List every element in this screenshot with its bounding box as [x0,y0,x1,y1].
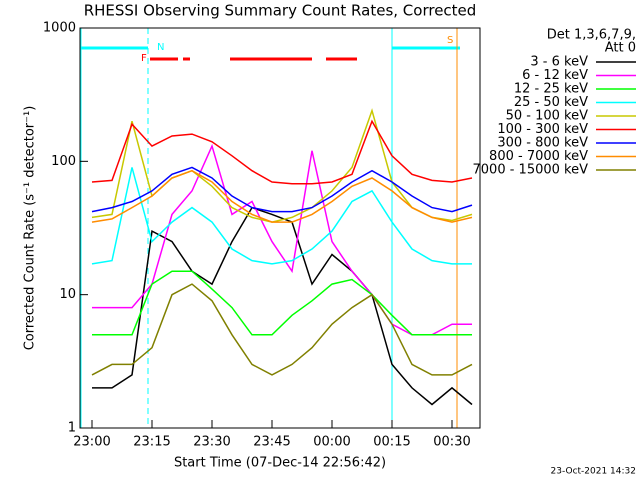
chart-title: RHESSI Observing Summary Count Rates, Co… [84,2,477,20]
series-line [91,169,473,223]
x-tick-label: 23:45 [253,435,290,450]
x-tick-label: 00:30 [433,435,470,450]
legend-title: Det 1,3,6,7,9, [547,28,636,43]
flag-f: F [141,53,147,64]
legend-label: 12 - 25 keV [514,82,588,97]
x-tick-label: 00:00 [313,435,350,450]
legend-label: 6 - 12 keV [522,68,588,83]
flag-s: S [447,35,453,46]
flag-n: N [157,42,164,53]
x-axis-label: Start Time (07-Dec-14 22:56:42) [174,456,386,471]
flag-bars [80,28,460,428]
series-line [91,166,473,213]
series-line [92,143,472,336]
plot-frame [79,27,481,429]
y-tick-label: 10 [59,287,76,302]
legend-label: 300 - 800 keV [497,136,588,151]
series-line [91,119,473,185]
legend-title: Att 0 [605,41,636,56]
plot-area [91,108,473,406]
timestamp: 23-Oct-2021 14:32 [551,467,636,477]
series-line [92,270,472,336]
legend-label: 7000 - 15000 keV [473,163,589,178]
legend-label: 3 - 6 keV [530,55,588,70]
y-tick-label: 1 [68,421,76,436]
series-line [92,206,473,406]
legend-label: 800 - 7000 keV [489,149,588,164]
x-tick-label: 23:30 [193,435,230,450]
legend-label: 100 - 300 keV [497,122,588,137]
series-line [91,283,473,376]
x-tick-label: 00:15 [373,435,410,450]
legend-label: 50 - 100 keV [506,109,589,124]
series-line [91,167,472,265]
y-axis-label: Corrected Count Rate (s⁻¹ detector⁻¹) [23,106,38,351]
x-tick-label: 23:00 [73,435,110,450]
x-tick-label: 23:15 [133,435,170,450]
y-tick-label: 100 [51,154,76,169]
y-tick-label: 1000 [43,21,76,36]
legend-label: 25 - 50 keV [514,95,588,110]
series-line [91,108,473,223]
